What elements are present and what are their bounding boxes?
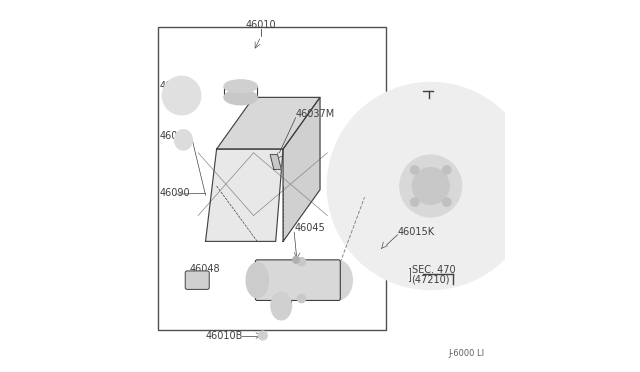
Circle shape	[163, 76, 201, 115]
Text: J-6000 LI: J-6000 LI	[448, 350, 484, 359]
Text: (47210): (47210)	[412, 274, 450, 284]
Ellipse shape	[224, 90, 257, 105]
Ellipse shape	[298, 258, 306, 266]
Ellipse shape	[292, 257, 300, 263]
Ellipse shape	[246, 263, 268, 298]
Polygon shape	[283, 97, 320, 241]
Text: 46037M: 46037M	[296, 109, 335, 119]
Polygon shape	[216, 97, 320, 149]
Circle shape	[412, 167, 449, 205]
Text: 46045: 46045	[294, 224, 325, 234]
Polygon shape	[205, 149, 283, 241]
Circle shape	[410, 166, 419, 174]
Ellipse shape	[271, 292, 291, 320]
Ellipse shape	[298, 295, 306, 303]
Circle shape	[328, 83, 534, 289]
Text: 46010B: 46010B	[205, 331, 243, 340]
Text: 46093: 46093	[160, 131, 190, 141]
Ellipse shape	[175, 130, 192, 150]
FancyBboxPatch shape	[255, 260, 340, 301]
Text: 46090: 46090	[160, 188, 190, 198]
Ellipse shape	[224, 80, 257, 93]
Circle shape	[442, 198, 451, 206]
Text: 46048: 46048	[190, 264, 221, 274]
Text: SEC. 470: SEC. 470	[412, 265, 455, 275]
Polygon shape	[270, 155, 281, 169]
Circle shape	[410, 198, 419, 206]
Circle shape	[400, 155, 462, 217]
Ellipse shape	[324, 261, 352, 299]
Bar	[157, 27, 387, 330]
Circle shape	[442, 166, 451, 174]
Text: 46010: 46010	[246, 20, 276, 31]
Circle shape	[259, 331, 268, 340]
Text: 46015K: 46015K	[397, 227, 435, 237]
Text: 46020: 46020	[160, 81, 191, 91]
FancyBboxPatch shape	[185, 271, 209, 289]
